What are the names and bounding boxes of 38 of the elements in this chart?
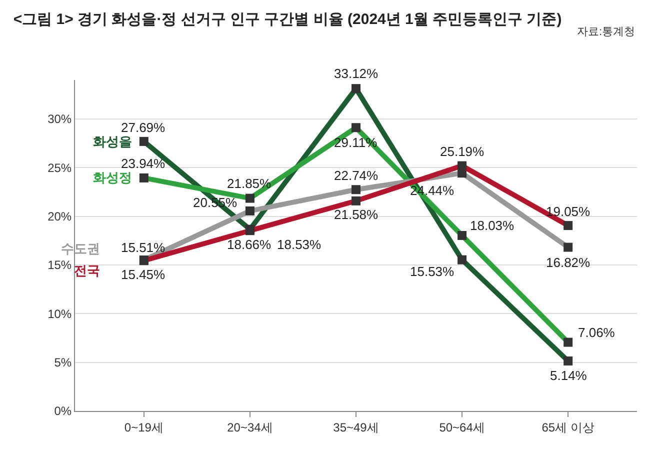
data-label: 25.19% <box>440 144 485 159</box>
data-label: 19.05% <box>546 204 591 219</box>
y-tick-label: 10% <box>48 306 72 321</box>
data-label: 27.69% <box>121 120 166 135</box>
chart-title: <그림 1> 경기 화성을·정 선거구 인구 구간별 비율 (2024년 1월 주민등록인구 기준) <box>13 11 562 28</box>
point <box>564 356 573 366</box>
x-tick-label: 35~49세 <box>333 420 379 434</box>
data-label: 18.03% <box>470 218 515 233</box>
x-tick-label: 0~19세 <box>124 420 164 434</box>
data-label: 7.06% <box>578 325 616 340</box>
data-label: 33.12% <box>334 66 379 81</box>
y-tick-label: 30% <box>48 112 72 126</box>
data-label: 5.14% <box>550 368 588 383</box>
y-tick-label: 5% <box>54 356 72 370</box>
data-label: 21.85% <box>227 176 272 191</box>
data-label: 18.53% <box>277 237 322 252</box>
data-label: 15.51% <box>121 240 166 255</box>
x-tick-label: 20~34세 <box>227 420 273 434</box>
data-label: 15.45% <box>121 267 166 282</box>
data-label: 18.66% <box>227 237 272 252</box>
point <box>458 255 467 264</box>
data-label: 16.82% <box>546 255 591 270</box>
point <box>139 136 148 146</box>
text: 전국 <box>74 263 100 278</box>
y-tick-label: 25% <box>48 160 72 175</box>
y-tick-label: 15% <box>48 258 72 272</box>
x-tick-label: 65세 이상 <box>542 420 594 434</box>
data-label: 23.94% <box>121 156 166 171</box>
y-tick-label: 20% <box>48 209 72 224</box>
data-label: 22.74% <box>334 168 379 183</box>
x-tick-label: 50~64세 <box>439 420 485 434</box>
y-tick-label: 0% <box>54 404 72 418</box>
data-label: 21.58% <box>334 207 379 222</box>
series-label: 화성을 <box>93 134 132 149</box>
series-label: 화성정 <box>93 170 132 185</box>
data-label: 15.53% <box>410 264 455 279</box>
text: 자료:통계청 <box>577 26 636 38</box>
point <box>352 84 360 94</box>
